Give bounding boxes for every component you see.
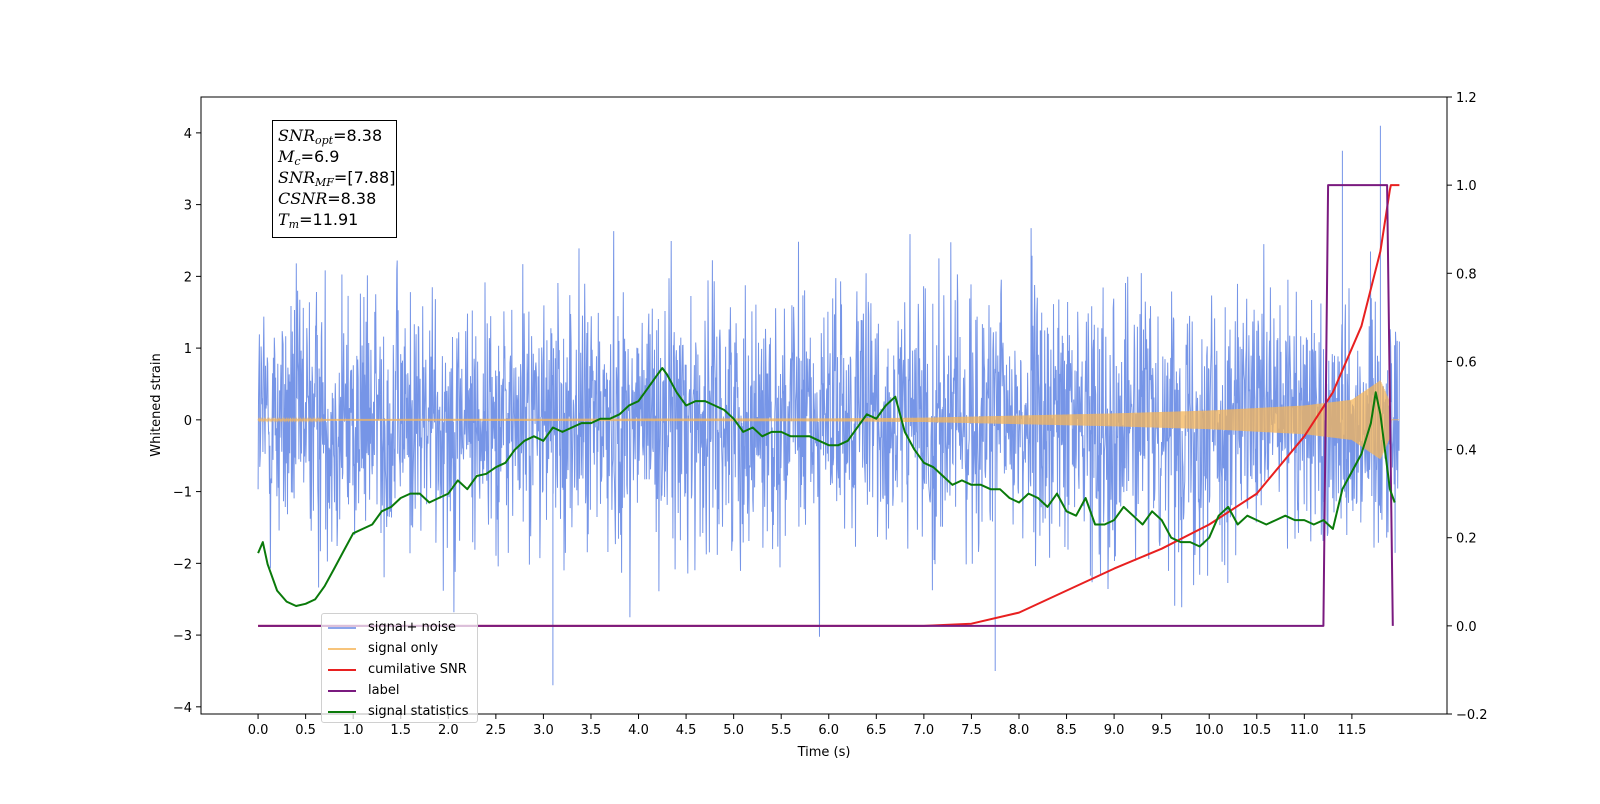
y-tick-label: 0 [184,414,192,429]
x-tick-label: 4.5 [676,723,697,738]
x-tick-label: 1.0 [343,723,364,738]
x-tick-label: 7.5 [961,723,982,738]
snr-mf-row: SNRMF=[7.88] [278,168,396,189]
x-tick-label: 3.0 [533,723,554,738]
x-tick-label: 3.5 [581,723,602,738]
series-cumulative-snr [258,184,1400,627]
y2-tick-label: 1.2 [1456,91,1477,106]
tm-row: Tm=11.91 [278,210,359,231]
x-tick-label: 6.0 [818,723,839,738]
x-tick-label: 5.5 [771,723,792,738]
y-tick-label: 2 [184,270,192,285]
y-tick-label: 1 [184,342,192,357]
legend-label: cumilative SNR [368,662,467,677]
y2-tick-label: 0.4 [1456,444,1477,459]
x-tick-label: 10.0 [1195,723,1224,738]
y2-tick-label: −0.2 [1456,708,1488,723]
x-tick-label: 6.5 [866,723,887,738]
y2-tick-label: 0.2 [1456,532,1477,547]
plot-frame [200,96,1448,715]
y-tick-label: −3 [173,629,192,644]
series-signal-only [257,380,1400,460]
y2-tick-label: 0.8 [1456,267,1477,282]
y-tick-label: −1 [173,486,192,501]
y-axis-right: −0.2 0.0 0.2 0.4 0.6 0.8 1.0 1.2 [1447,91,1488,723]
legend-item: signal statistics [328,701,471,722]
legend-label: signal only [368,641,439,656]
legend-item: signal+ noise [328,617,471,638]
mc-row: Mc=6.9 [278,147,340,168]
x-axis: 0.0 0.5 1.0 1.5 2.0 2.5 3.0 3.5 4.0 4.5 5.0 5.5 6.0 6… [248,714,1366,738]
x-tick-label: 2.0 [438,723,459,738]
legend: signal+ noise signal only cumilative SNR la… [321,613,478,723]
x-tick-label: 0.0 [248,723,269,738]
legend-swatch [328,668,356,671]
legend-label: signal+ noise [368,620,457,635]
legend-item: cumilative SNR [328,659,471,680]
legend-swatch [328,647,356,650]
legend-swatch [328,689,356,692]
tm-value: 11.91 [312,210,359,229]
x-tick-label: 10.5 [1242,723,1271,738]
series-label [258,184,1394,627]
legend-item: label [328,680,471,701]
parameter-box: SNRopt=8.38 Mc=6.9 SNRMF=[7.88] CSNR=8.3… [272,120,397,238]
x-tick-label: 11.0 [1290,723,1319,738]
legend-swatch [328,710,356,713]
x-tick-label: 8.5 [1056,723,1077,738]
csnr-value: 8.38 [340,189,377,208]
x-tick-label: 8.0 [1009,723,1030,738]
snr-opt-value: 8.38 [346,126,383,145]
legend-swatch [328,626,356,629]
x-tick-label: 1.5 [390,723,411,738]
csnr-row: CSNR=8.38 [278,189,377,208]
y-tick-label: 3 [184,199,192,214]
snr-opt-row: SNRopt=8.38 [278,126,383,147]
x-tick-label: 11.5 [1337,723,1366,738]
x-tick-label: 9.5 [1151,723,1172,738]
x-tick-label: 0.5 [295,723,316,738]
x-tick-label: 5.0 [723,723,744,738]
mc-value: 6.9 [313,147,340,166]
legend-label: label [368,683,400,698]
series-signal-noise [257,125,1400,686]
x-tick-label: 4.0 [628,723,649,738]
x-tick-label: 2.5 [486,723,507,738]
x-tick-label: 7.0 [914,723,935,738]
y-axis-label: Whitened strain [149,353,164,456]
y-axis-left: −4 −3 −2 −1 0 1 2 3 4 [173,127,201,716]
y-tick-label: −4 [173,701,192,716]
y2-tick-label: 0.0 [1456,620,1477,635]
series-signal-statistics [257,367,1396,607]
y2-tick-label: 0.6 [1456,355,1477,370]
snr-mf-value: [7.88] [347,168,396,187]
y-tick-label: −2 [173,557,192,572]
legend-label: signal statistics [368,704,469,719]
legend-item: signal only [328,638,471,659]
x-tick-label: 9.0 [1104,723,1125,738]
y-tick-label: 4 [184,127,192,142]
x-axis-label: Time (s) [797,745,851,760]
y2-tick-label: 1.0 [1456,179,1477,194]
